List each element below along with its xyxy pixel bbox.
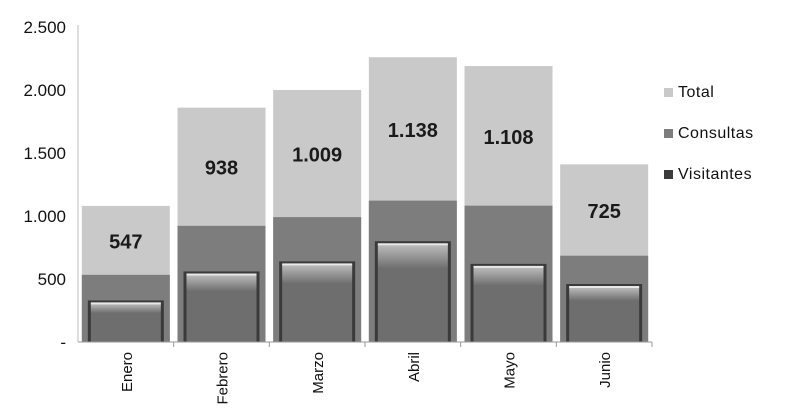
legend-item-consultas: Consultas bbox=[664, 113, 794, 154]
x-tick-label: Enero bbox=[119, 352, 136, 392]
data-label: 938 bbox=[205, 158, 238, 180]
data-label: 547 bbox=[109, 231, 142, 253]
bar-visitantes-bevel bbox=[473, 266, 544, 342]
bar-visitantes-bevel bbox=[282, 264, 353, 342]
x-tick-label: Febrero bbox=[215, 352, 232, 405]
legend-swatch-total bbox=[664, 88, 673, 97]
legend-label-consultas: Consultas bbox=[678, 124, 754, 142]
y-tick-label: 2.500 bbox=[23, 18, 66, 37]
x-tick-label: Marzo bbox=[310, 352, 327, 394]
bars-group bbox=[81, 57, 649, 343]
bar-visitantes-bevel bbox=[569, 287, 640, 342]
legend-item-total: Total bbox=[664, 72, 794, 113]
legend-swatch-consultas bbox=[664, 129, 673, 138]
y-tick-label: 500 bbox=[38, 270, 66, 289]
x-tick-label: Mayo bbox=[502, 352, 519, 389]
data-label: 1.108 bbox=[483, 127, 533, 149]
bar-visitantes-bevel bbox=[186, 274, 257, 342]
bar-visitantes-bevel bbox=[90, 303, 161, 342]
data-label: 1.138 bbox=[388, 120, 438, 142]
y-axis: - 500 1.000 1.500 2.000 2.500 bbox=[23, 18, 79, 352]
y-tick-label: 2.000 bbox=[23, 81, 66, 100]
data-label: 1.009 bbox=[292, 145, 342, 167]
x-tick-label: Junio bbox=[597, 352, 614, 388]
y-tick-label: 1.500 bbox=[23, 144, 66, 163]
legend: Total Consultas Visitantes bbox=[664, 72, 794, 195]
legend-swatch-visitantes bbox=[664, 170, 673, 179]
y-tick-label: 1.000 bbox=[23, 207, 66, 226]
data-labels-group: 547 938 1.009 1.138 1.108 725 bbox=[109, 120, 621, 253]
legend-item-visitantes: Visitantes bbox=[664, 154, 794, 195]
legend-label-total: Total bbox=[678, 83, 715, 101]
x-tick-label: Abril bbox=[406, 352, 423, 382]
legend-label-visitantes: Visitantes bbox=[678, 165, 753, 183]
data-label: 725 bbox=[587, 201, 620, 223]
bar-visitantes-bevel bbox=[377, 244, 448, 342]
y-tick-label: - bbox=[60, 333, 66, 352]
x-axis: Enero Febrero Marzo Abril Mayo Junio bbox=[78, 341, 653, 405]
